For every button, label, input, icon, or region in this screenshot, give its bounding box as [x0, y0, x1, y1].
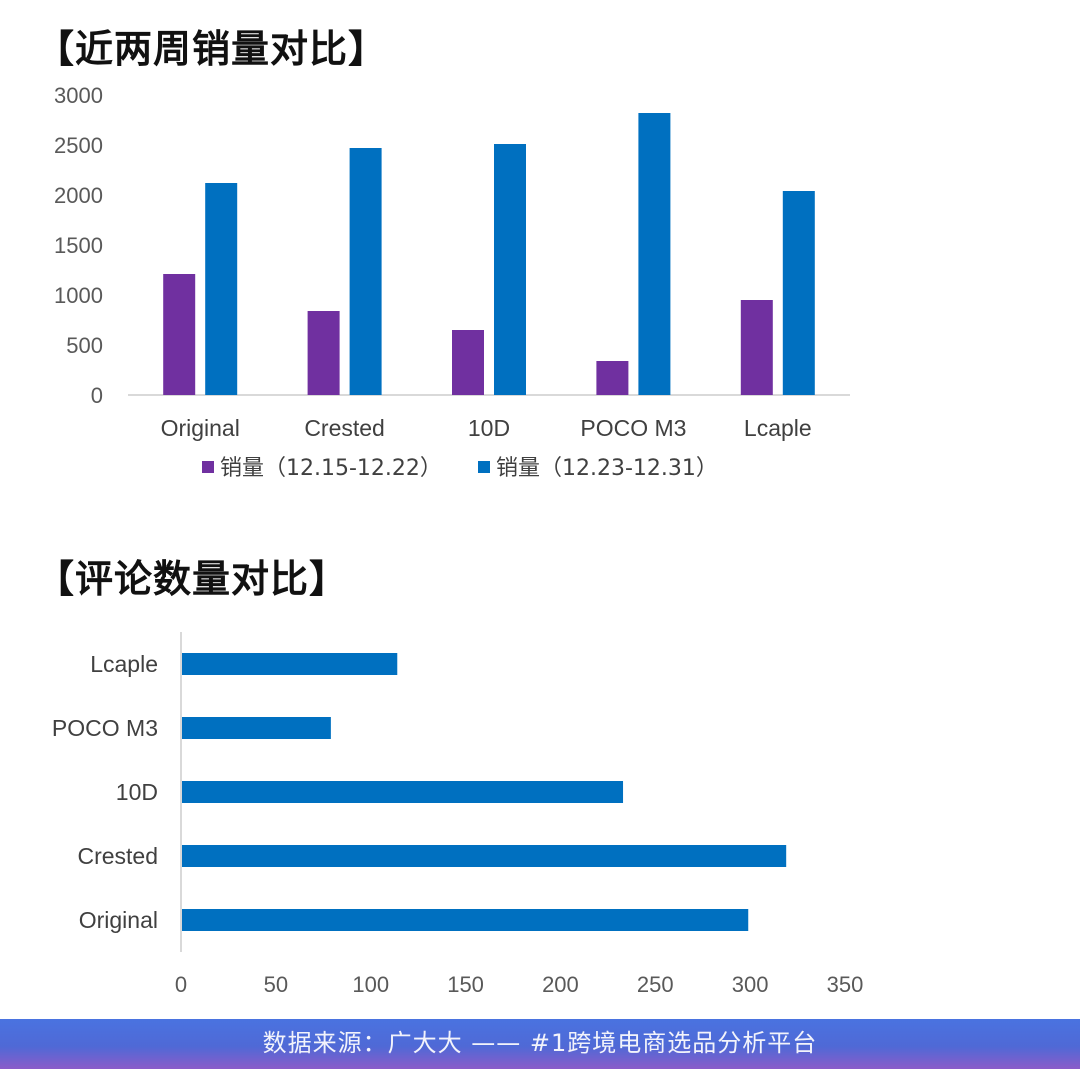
- bar-original-series-2: [205, 183, 238, 395]
- y-tick-label-1000: 1000: [54, 283, 103, 308]
- legend-label-1: 销量（12.15-12.22）: [220, 456, 442, 481]
- bar-lcaple: [182, 653, 398, 675]
- x-tick-label-100: 100: [352, 972, 389, 997]
- x-tick-label-original: Original: [161, 415, 240, 441]
- x-tick-label-crested: Crested: [304, 415, 385, 441]
- x-tick-label-lcaple: Lcaple: [744, 415, 812, 441]
- x-tick-label-200: 200: [542, 972, 579, 997]
- x-tick-label-poco-m3: POCO M3: [580, 415, 686, 441]
- y-tick-label-10d: 10D: [116, 779, 158, 805]
- bar-10d-series-1: [452, 330, 484, 395]
- legend-swatch-1: [202, 461, 214, 473]
- sales-comparison-chart: 0 500 1000 1500 2000 2500 3000 Original Crested 1…: [54, 83, 850, 481]
- y-tick-label-poco-m3: POCO M3: [52, 715, 158, 741]
- y-tick-label-crested: Crested: [77, 843, 158, 869]
- x-tick-label-0: 0: [175, 972, 187, 997]
- x-tick-label-250: 250: [637, 972, 674, 997]
- bar-crested: [182, 845, 787, 867]
- bar-10d: [182, 781, 624, 803]
- review-count-chart: Original Crested 10D POCO M3 Lcaple 0 50 100 150…: [52, 632, 864, 997]
- x-tick-label-350: 350: [827, 972, 864, 997]
- bar-lcaple-series-1: [740, 300, 773, 395]
- bar-10d-series-2: [494, 144, 526, 395]
- y-tick-label-500: 500: [66, 333, 103, 358]
- legend-swatch-2: [478, 461, 490, 473]
- data-source-footer: 数据来源：广大大 —— #1跨境电商选品分析平台: [0, 1019, 1080, 1069]
- legend-label-2: 销量（12.23-12.31）: [496, 456, 718, 481]
- y-tick-label-0: 0: [91, 383, 103, 408]
- y-tick-label-2000: 2000: [54, 183, 103, 208]
- x-tick-label-10d: 10D: [468, 415, 510, 441]
- bar-poco-m3: [182, 717, 331, 739]
- sales-chart-title: 【近两周销量对比】: [36, 27, 388, 71]
- x-tick-label-50: 50: [264, 972, 288, 997]
- x-tick-label-300: 300: [732, 972, 769, 997]
- y-tick-label-3000: 3000: [54, 83, 103, 108]
- y-tick-label-1500: 1500: [54, 233, 103, 258]
- y-tick-label-2500: 2500: [54, 133, 103, 158]
- bar-poco-m3-series-2: [638, 113, 671, 395]
- bar-original: [182, 909, 749, 931]
- reviews-chart-title: 【评论数量对比】: [36, 557, 349, 601]
- bar-original-series-1: [163, 274, 196, 395]
- bar-crested-series-2: [349, 148, 382, 395]
- bar-poco-m3-series-1: [596, 361, 629, 395]
- x-tick-label-150: 150: [447, 972, 484, 997]
- y-tick-label-lcaple: Lcaple: [90, 651, 158, 677]
- bar-crested-series-1: [307, 311, 340, 395]
- y-tick-label-original: Original: [79, 907, 158, 933]
- bar-lcaple-series-2: [782, 191, 815, 395]
